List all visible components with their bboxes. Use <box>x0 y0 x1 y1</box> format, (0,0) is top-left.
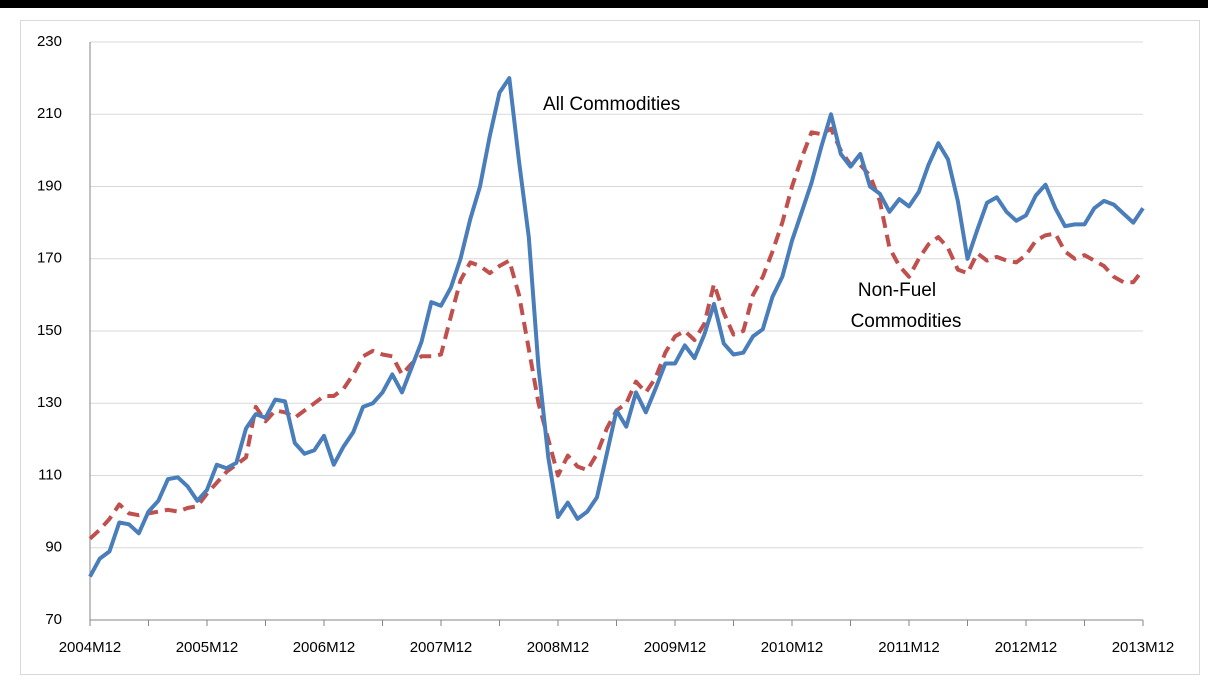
y-tick-label: 150 <box>37 322 62 339</box>
x-tick-label: 2011M12 <box>878 639 939 656</box>
x-tick-label: 2008M12 <box>527 639 590 656</box>
x-tick-label: 2012M12 <box>995 639 1058 656</box>
x-tick-label: 2004M12 <box>59 639 122 656</box>
y-tick-label: 210 <box>37 105 62 122</box>
y-tick-label: 110 <box>38 466 62 483</box>
y-tick-label: 230 <box>37 33 62 50</box>
x-tick-label: 2009M12 <box>644 639 707 656</box>
y-tick-label: 90 <box>45 539 62 556</box>
x-tick-label: 2006M12 <box>293 639 356 656</box>
top-rule <box>0 0 1208 8</box>
x-tick-label: 2007M12 <box>410 639 473 656</box>
y-tick-label: 170 <box>37 250 62 267</box>
annotation: Non-Fuel <box>858 280 936 301</box>
y-tick-label: 70 <box>45 611 62 628</box>
x-tick-label: 2013M12 <box>1112 639 1175 656</box>
y-tick-label: 190 <box>37 177 62 194</box>
data-line <box>88 126 1145 541</box>
x-tick-label: 2005M12 <box>176 639 239 656</box>
x-tick-label: 2010M12 <box>761 639 824 656</box>
annotation: Commodities <box>851 311 962 332</box>
annotation: All Commodities <box>543 94 680 115</box>
chart-frame <box>20 20 1200 675</box>
data-line <box>88 76 1145 578</box>
y-tick-label: 130 <box>37 394 62 411</box>
